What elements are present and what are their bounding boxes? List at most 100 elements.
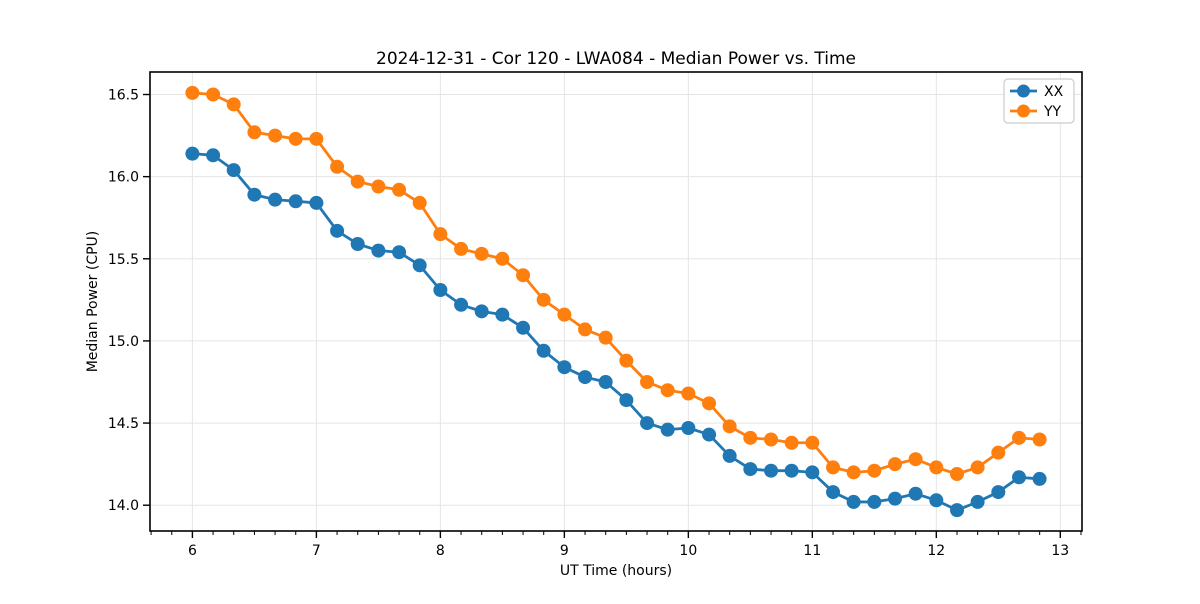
data-point-XX <box>764 463 779 478</box>
data-point-YY <box>640 374 655 389</box>
data-point-XX <box>991 485 1006 500</box>
data-point-XX <box>371 243 386 258</box>
y-tick-label: 16.5 <box>108 88 139 104</box>
y-tick-label: 14.5 <box>108 416 139 432</box>
x-tick-label: 9 <box>560 543 569 559</box>
data-point-XX <box>330 223 345 238</box>
chart-title: 2024-12-31 - Cor 120 - LWA084 - Median P… <box>376 49 856 69</box>
series-YY <box>185 85 1047 481</box>
y-axis-label: Median Power (CPU) <box>85 231 101 373</box>
data-point-YY <box>908 452 923 467</box>
data-point-XX <box>743 462 758 477</box>
data-point-YY <box>454 241 469 256</box>
data-point-XX <box>1032 471 1047 486</box>
data-point-YY <box>1012 430 1027 445</box>
x-tick-label: 8 <box>436 543 445 559</box>
data-point-YY <box>805 435 820 450</box>
data-point-YY <box>371 179 386 194</box>
legend-marker <box>1017 84 1030 98</box>
data-point-YY <box>722 419 737 434</box>
data-point-YY <box>681 386 696 401</box>
data-point-YY <box>536 292 551 307</box>
y-tick-label: 14.0 <box>108 498 139 514</box>
data-point-YY <box>660 383 675 398</box>
data-point-XX <box>867 494 882 509</box>
data-point-YY <box>185 85 200 100</box>
data-point-XX <box>784 463 799 478</box>
data-point-XX <box>557 360 572 375</box>
data-point-YY <box>702 396 717 411</box>
data-point-YY <box>309 131 324 146</box>
y-tick-label: 16.0 <box>108 170 139 186</box>
data-point-XX <box>929 493 944 508</box>
legend: XX YY <box>1003 78 1075 124</box>
data-point-YY <box>970 460 985 475</box>
data-point-XX <box>805 465 820 480</box>
y-tick-label: 15.5 <box>108 252 139 268</box>
data-point-XX <box>950 503 965 518</box>
data-point-XX <box>516 320 531 335</box>
x-tick-label: 6 <box>188 543 197 559</box>
legend-entry-YY: YY <box>1010 104 1062 120</box>
data-point-XX <box>433 283 448 298</box>
x-tick-label: 7 <box>312 543 321 559</box>
data-point-YY <box>929 460 944 475</box>
plot-area-border <box>149 71 1083 532</box>
data-point-YY <box>826 460 841 475</box>
data-point-XX <box>908 486 923 501</box>
data-point-YY <box>206 87 221 102</box>
data-point-XX <box>454 297 469 312</box>
data-point-YY <box>846 465 861 480</box>
data-point-XX <box>288 194 303 209</box>
data-point-XX <box>309 195 324 210</box>
data-point-XX <box>640 416 655 431</box>
x-tick-label: 13 <box>1051 543 1069 559</box>
data-point-XX <box>722 448 737 463</box>
data-point-YY <box>557 307 572 322</box>
data-point-XX <box>970 494 985 509</box>
data-point-YY <box>247 125 262 140</box>
legend-box <box>1003 78 1075 124</box>
data-point-YY <box>516 268 531 283</box>
data-point-XX <box>268 192 283 207</box>
x-tick-label: 12 <box>927 543 945 559</box>
data-point-XX <box>826 485 841 500</box>
x-axis: 6 7 8 9 10 11 12 13 <box>150 531 1082 559</box>
data-point-XX <box>888 491 903 506</box>
data-point-YY <box>991 445 1006 460</box>
data-point-XX <box>598 374 613 389</box>
x-tick-label: 10 <box>679 543 697 559</box>
data-point-XX <box>474 304 489 319</box>
data-point-YY <box>226 97 241 112</box>
data-point-XX <box>660 422 675 437</box>
data-point-YY <box>867 463 882 478</box>
data-point-YY <box>412 195 427 210</box>
data-point-YY <box>288 131 303 146</box>
data-point-YY <box>950 466 965 481</box>
data-point-XX <box>495 307 510 322</box>
legend-marker <box>1017 104 1030 118</box>
data-point-XX <box>681 420 696 435</box>
data-point-YY <box>888 457 903 472</box>
data-point-YY <box>268 128 283 143</box>
data-point-YY <box>433 227 448 242</box>
data-point-XX <box>392 245 407 260</box>
data-point-YY <box>495 251 510 266</box>
data-point-XX <box>619 393 634 408</box>
legend-label: YY <box>1043 104 1062 120</box>
data-point-XX <box>1012 470 1027 485</box>
data-point-YY <box>619 353 634 368</box>
data-point-YY <box>392 182 407 197</box>
data-point-XX <box>846 494 861 509</box>
y-axis: 14.0 14.5 15.0 15.5 16.0 16.5 <box>108 88 150 514</box>
x-axis-label: UT Time (hours) <box>560 563 672 579</box>
data-point-YY <box>1032 432 1047 447</box>
legend-entry-XX: XX <box>1010 84 1064 100</box>
x-tick-label: 11 <box>803 543 821 559</box>
data-point-XX <box>536 343 551 358</box>
data-point-YY <box>578 322 593 337</box>
series-XX <box>185 146 1047 518</box>
